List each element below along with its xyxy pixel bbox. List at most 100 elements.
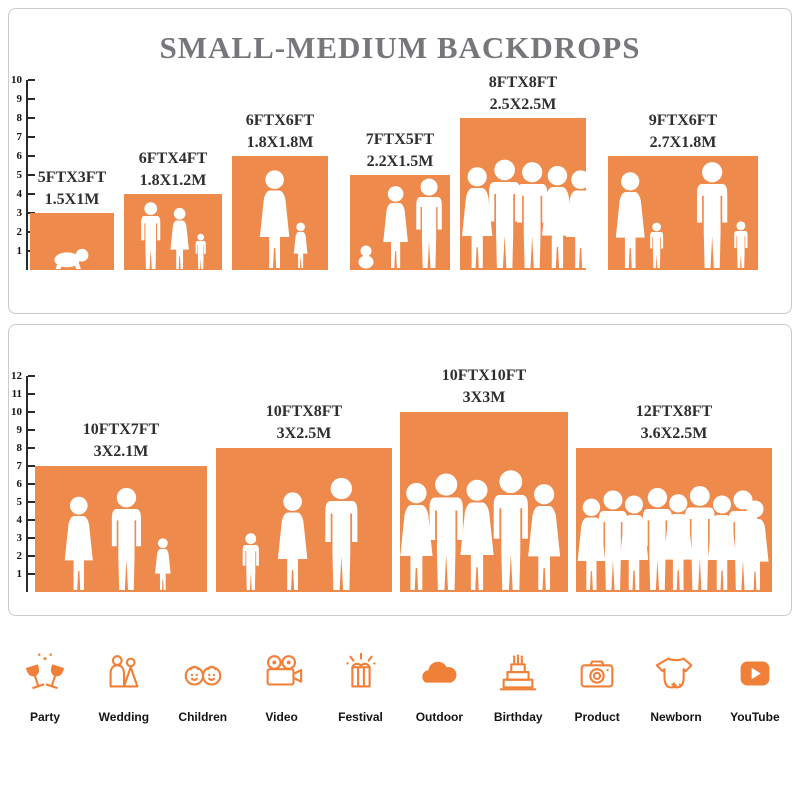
backdrop-label: 10FTX8FT 3X2.5M	[216, 401, 392, 444]
family-silhouette	[141, 202, 206, 269]
backdrop-label: 8FTX8FT 2.5X2.5M	[460, 72, 586, 115]
ruler-tick: 6	[4, 150, 35, 175]
size-m: 2.2X1.5M	[366, 152, 434, 170]
size-m: 3X2.1M	[93, 442, 149, 460]
ruler-tick: 9	[4, 93, 35, 118]
festival-gift-icon	[345, 652, 376, 688]
family-silhouette	[615, 162, 748, 268]
size-ft: 7FTX5FT	[365, 131, 435, 148]
size-m: 3X3M	[462, 388, 506, 406]
category-label: Newborn	[650, 710, 702, 724]
size-ft: 12FTX8FT	[635, 403, 713, 420]
ruler-tick: 5	[4, 496, 35, 520]
ruler-tick: 9	[4, 424, 35, 448]
baby-onesie-icon	[655, 657, 693, 689]
backdrop-label: 5FTX3FT 1.5X1M	[30, 167, 114, 210]
size-m: 1.5X1M	[44, 190, 100, 208]
ruler-tick: 7	[4, 131, 35, 156]
category-label: Children	[178, 710, 228, 724]
category-label: Outdoor	[415, 710, 464, 724]
size-ft: 6FTX4FT	[138, 150, 208, 167]
ruler-tick: 10	[4, 74, 35, 99]
ruler-tick: 1	[4, 568, 35, 592]
category-label: Festival	[338, 710, 383, 724]
ruler-tick: 1	[4, 245, 35, 270]
ruler-tick: 3	[4, 532, 35, 556]
category-birthday: Birthday	[481, 650, 555, 724]
size-m: 2.7X1.8M	[649, 133, 717, 151]
size-ft: 10FTX8FT	[265, 403, 343, 420]
backdrop-9x6	[608, 156, 758, 270]
category-product: Product	[560, 650, 634, 724]
backdrop-label: 7FTX5FT 2.2X1.5M	[350, 129, 450, 172]
size-ft: 10FTX10FT	[441, 367, 527, 384]
family-silhouette	[64, 487, 171, 590]
category-label: YouTube	[730, 710, 780, 724]
size-m: 1.8X1.2M	[139, 171, 207, 189]
family-silhouette	[242, 477, 358, 590]
ruler-tick: 4	[4, 188, 35, 213]
category-festival: Festival	[324, 650, 398, 724]
ruler-tick: 8	[4, 112, 35, 137]
category-row: Party Wedding Children	[8, 650, 792, 724]
children-faces-icon	[184, 665, 222, 686]
size-m: 2.5X2.5M	[489, 95, 557, 113]
backdrop-6x4	[124, 194, 222, 270]
size-m: 1.8X1.8M	[246, 133, 314, 151]
group-silhouette	[400, 470, 561, 590]
category-outdoor: Outdoor	[402, 650, 476, 724]
youtube-play-icon	[740, 661, 770, 686]
category-wedding: Wedding	[87, 650, 161, 724]
backdrop-10x7	[35, 466, 207, 592]
ruler-tick: 4	[4, 514, 35, 538]
backdrop-label: 6FTX4FT 1.8X1.2M	[124, 148, 222, 191]
size-ft: 6FTX6FT	[245, 112, 315, 129]
size-ft: 10FTX7FT	[82, 421, 160, 438]
photo-camera-icon	[580, 660, 614, 688]
backdrop-label: 6FTX6FT 1.8X1.8M	[232, 110, 328, 153]
backdrop-10x10	[400, 412, 568, 592]
category-children: Children	[166, 650, 240, 724]
backdrop-label: 10FTX10FT 3X3M	[400, 365, 568, 408]
category-label: Video	[265, 710, 298, 724]
ruler-tick: 11	[4, 388, 35, 412]
ruler-tick: 2	[4, 226, 35, 251]
backdrop-8x8	[460, 118, 596, 270]
size-m: 3.6X2.5M	[640, 424, 708, 442]
ruler-tick: 6	[4, 478, 35, 502]
ruler-tick: 8	[4, 442, 35, 466]
movie-camera-icon	[266, 655, 302, 686]
backdrop-label: 10FTX7FT 3X2.1M	[35, 419, 207, 462]
backdrop-10x8	[216, 448, 392, 592]
size-ft: 5FTX3FT	[37, 169, 107, 186]
category-label: Party	[29, 710, 61, 724]
ruler-top-panel: 1 2 3 4 5 6 7 8 9 10	[4, 74, 35, 270]
ruler-tick: 5	[4, 169, 35, 194]
backdrop-12x8	[576, 448, 772, 592]
backdrop-6x6	[232, 156, 328, 270]
ruler-bottom-panel: 1 2 3 4 5 6 7 8 9 10 11 12	[4, 370, 35, 592]
ruler-tick: 3	[4, 207, 35, 232]
party-glasses-icon	[25, 653, 65, 689]
backdrop-label: 12FTX8FT 3.6X2.5M	[576, 401, 772, 444]
crowd-silhouette	[577, 486, 769, 590]
category-party: Party	[8, 650, 82, 724]
category-newborn: Newborn	[639, 650, 713, 724]
ruler-tick: 12	[4, 370, 35, 394]
ruler-tick: 2	[4, 550, 35, 574]
category-label: Wedding	[98, 710, 150, 724]
ruler-tick: 10	[4, 406, 35, 430]
size-m: 3X2.5M	[276, 424, 332, 442]
wedding-couple-icon	[109, 655, 139, 688]
family-silhouette	[54, 248, 89, 269]
backdrop-7x5	[350, 175, 450, 270]
backdrop-5x3	[30, 213, 114, 270]
family-silhouette	[358, 178, 442, 269]
category-label: Product	[574, 710, 620, 724]
category-label: Birthday	[493, 710, 543, 724]
size-ft: 9FTX6FT	[648, 112, 718, 129]
family-silhouette	[259, 170, 308, 268]
category-video: Video	[245, 650, 319, 724]
ruler-tick: 7	[4, 460, 35, 484]
